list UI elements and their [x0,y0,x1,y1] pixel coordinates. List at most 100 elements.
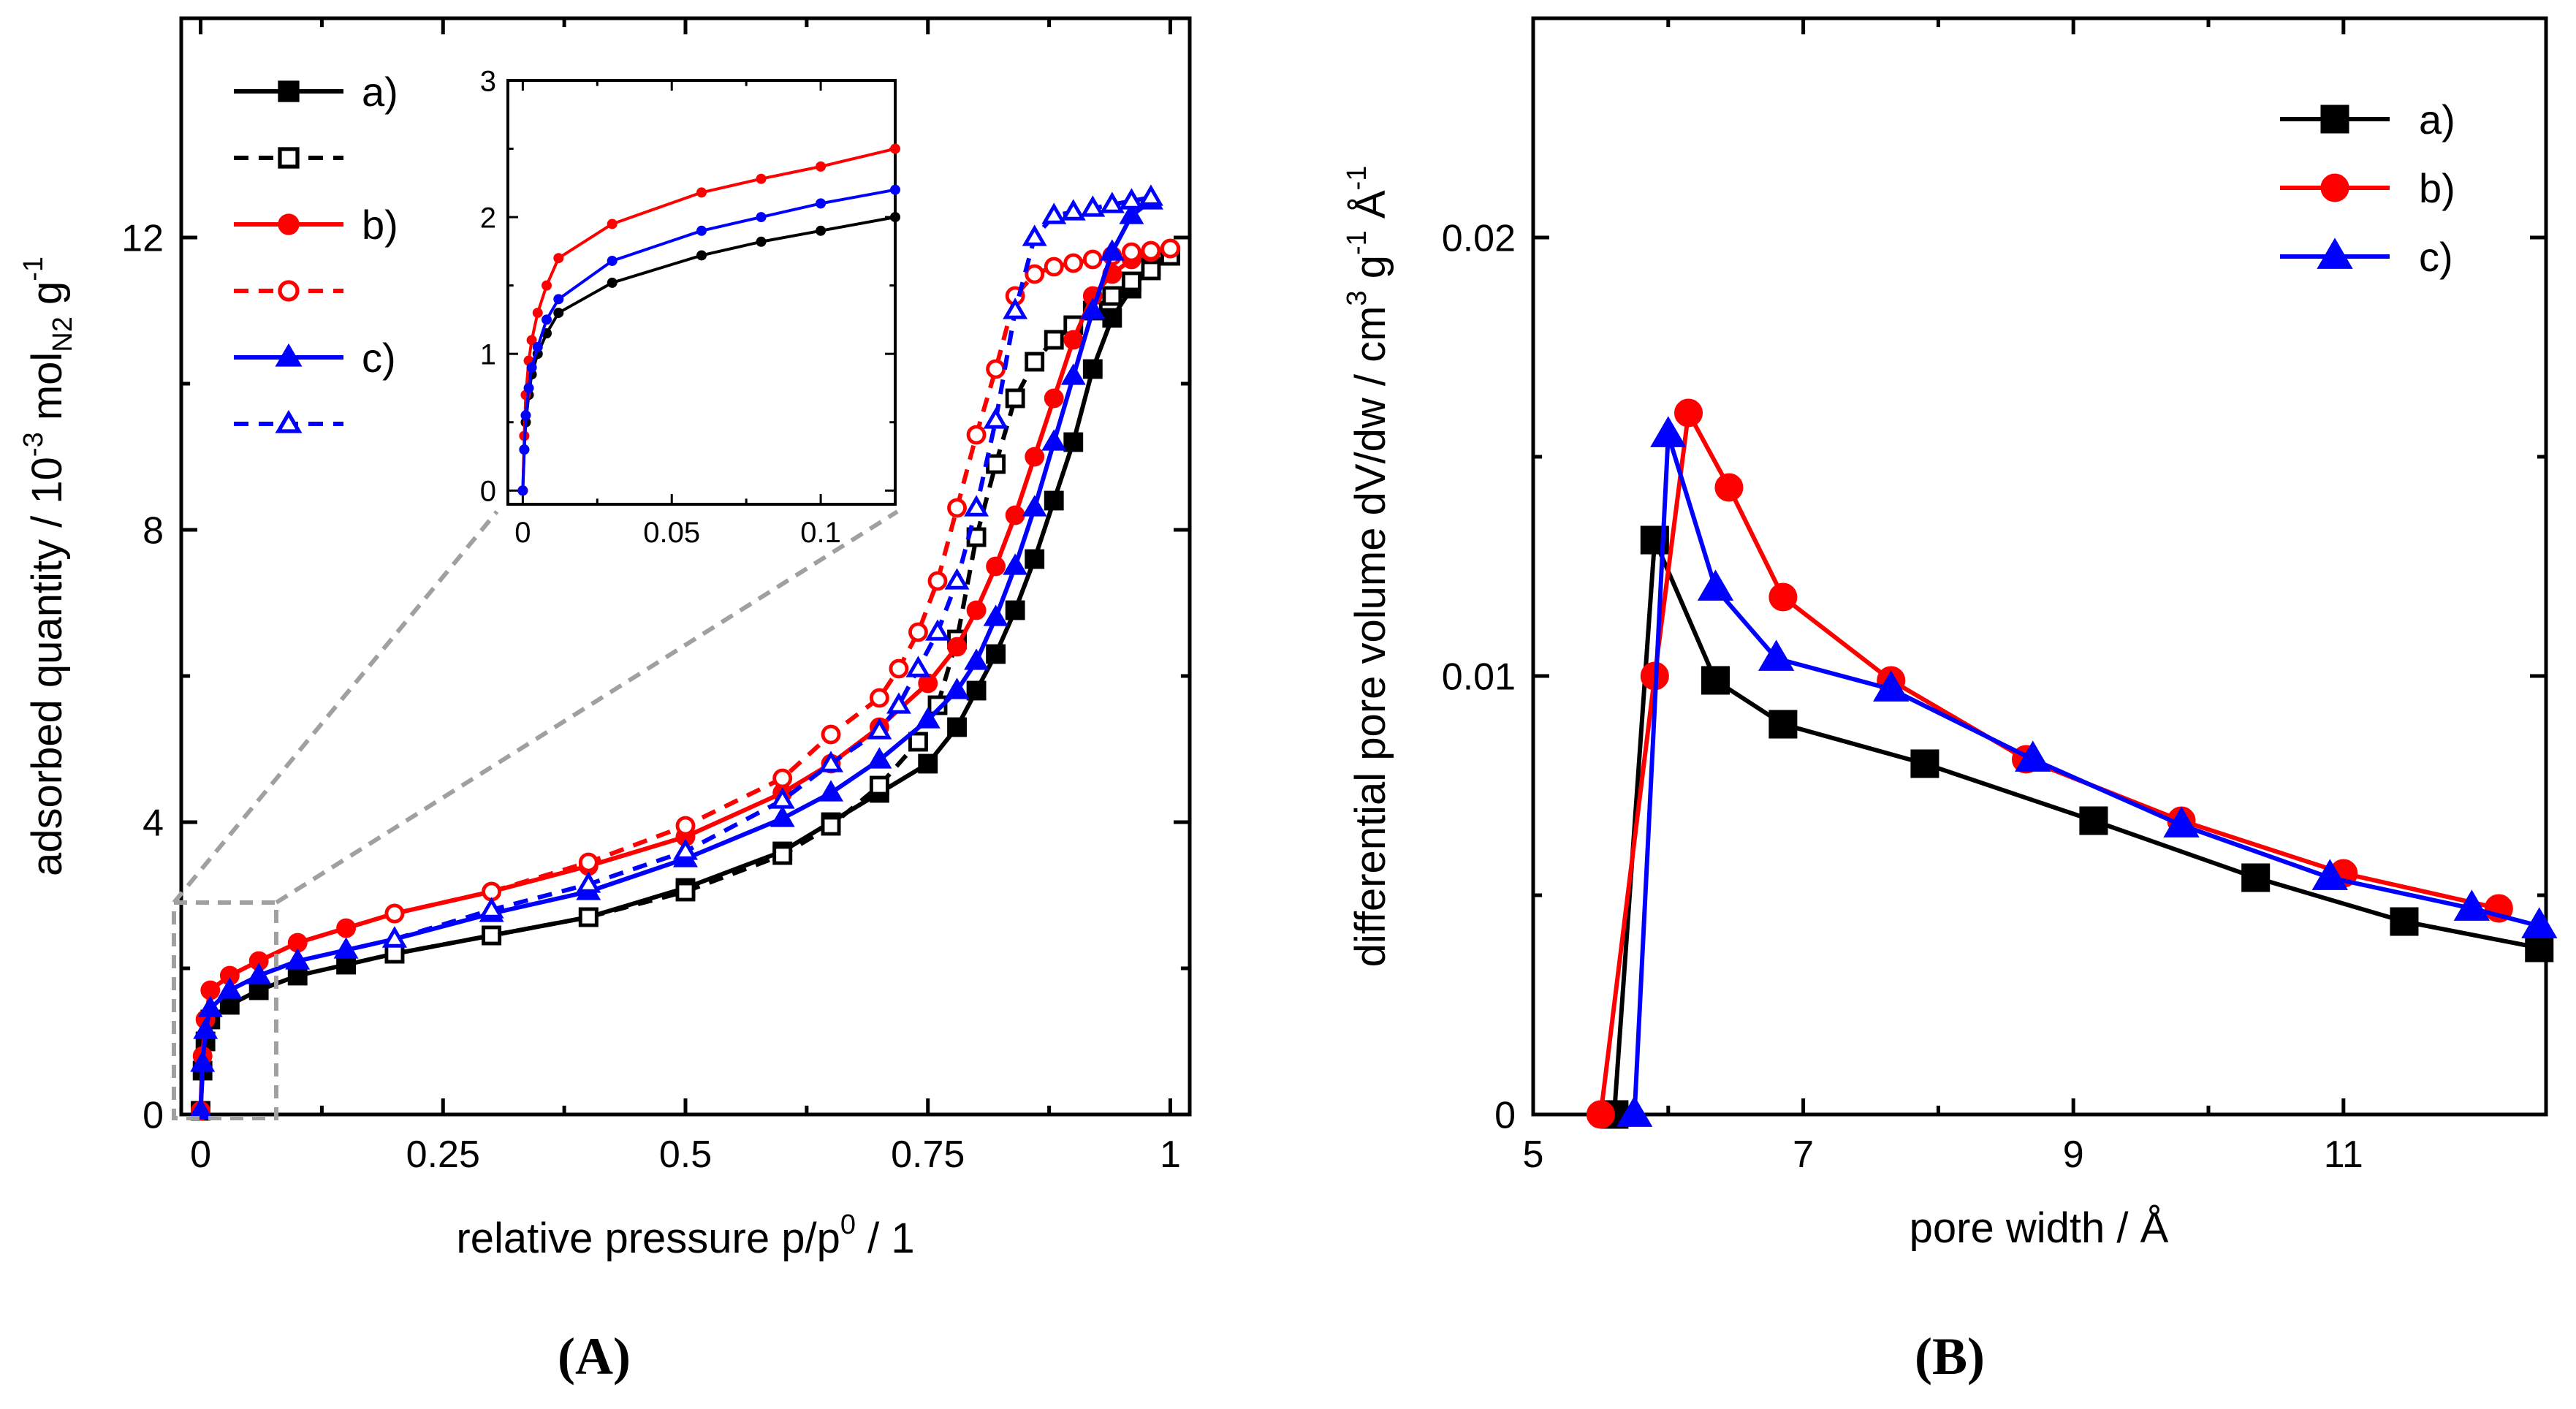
data-point [607,219,618,229]
data-point [966,600,987,620]
series-line [1632,433,2540,1115]
data-point [1119,188,1144,210]
y-tick-label: 0 [143,1095,164,1137]
data-point [526,335,537,346]
data-point [1082,359,1103,379]
panel-b-ylabel-part-1: 3 [1342,290,1372,305]
data-point [333,937,359,959]
y-tick-label: 0.01 [1442,656,1516,699]
data-point [770,805,795,827]
data-point [336,954,356,975]
data-point [944,677,970,699]
x-tick-label: 0.05 [643,517,700,549]
data-point [818,780,844,802]
legend-entry: c) [234,335,396,381]
data-point [553,253,564,264]
data-point [821,816,841,836]
legend-marker [278,280,300,302]
data-point [905,656,931,677]
panel-b-legend: a) b) c) [2280,96,2455,280]
y-tick-label: 0 [1494,1095,1516,1137]
data-point [1005,505,1025,525]
data-point [1138,184,1163,206]
data-point [1044,330,1064,350]
data-point [1758,639,1795,671]
data-point [772,845,793,865]
data-point [607,255,618,266]
series-1 [517,143,900,496]
y-tick-label: 1 [480,339,496,371]
legend-marker [275,409,303,433]
data-point [1697,569,1734,601]
panel-a-zoom-box [172,900,278,1120]
panel-b: 5 7 9 11 0 0.01 0.02 a) b) c) pore width / Å dif… [1342,16,2558,1386]
x-tick-label: 0 [190,1133,211,1176]
series-2 [517,184,900,496]
panel-a-ylabel-part-3: N2 [48,316,78,352]
panel-b-y-axis-label: differential pore volume dV/dw / cm3 g-1… [1342,166,1394,968]
data-point [1060,199,1086,221]
inset-series [517,143,900,496]
data-point [675,816,696,836]
data-point [816,198,827,209]
data-point [986,644,1006,664]
panel-b-ylabel-part-5: -1 [1342,166,1372,191]
data-point [526,362,537,373]
panel-b-ylabel-part-4: Å [1347,190,1394,230]
data-point [869,688,889,708]
data-point [519,444,530,455]
data-point [523,382,534,393]
data-point [1768,710,1798,739]
data-point [986,454,1006,474]
panel-a-ylabel-part-1: -3 [18,432,49,457]
legend-entry: a) [2280,96,2455,143]
panel-a-xlabel-main: relative pressure p/p [456,1215,840,1262]
y-tick-label: 3 [480,65,496,97]
data-point [1003,297,1028,319]
series-line [1598,411,2499,1115]
panel-b-series [1586,398,2558,1129]
data-point [2525,933,2554,962]
data-point [1003,553,1028,575]
data-point [1044,388,1064,409]
panel-a-x-axis-label: relative pressure p/p0 / 1 [456,1209,914,1262]
data-point [1768,582,1798,612]
panel-a-y-axis-label: adsorbed quantity / 10-3 molN2 g-1 [18,257,78,876]
data-point [193,1017,219,1039]
y-tick-label: 8 [143,510,164,552]
legend-entry: c) [2280,234,2453,280]
data-point [867,718,892,740]
data-point [908,732,928,752]
data-point [1080,195,1106,217]
data-point [966,680,987,701]
inset-background [506,79,897,506]
legend-marker [275,343,303,367]
data-point [188,1098,213,1120]
panel-a-zoom-connector-left [172,510,499,904]
panel-a-legend: a) b) c) [234,69,398,433]
data-point [915,707,941,729]
data-point [816,161,827,172]
x-tick-label: 0.1 [800,517,841,549]
data-point [1674,398,1703,428]
panel-b-ylabel-part-3: -1 [1342,230,1372,255]
x-tick-label: 9 [2063,1133,2084,1176]
data-point [908,622,928,642]
series-0 [1600,525,2554,1129]
legend-label: a) [362,69,398,115]
data-point [336,918,356,938]
data-point [1041,202,1067,224]
data-point [1060,363,1086,385]
data-point [248,980,269,1000]
data-point [2311,859,2348,890]
legend-marker [278,80,300,102]
data-point [1701,666,1730,695]
data-point [890,212,900,223]
data-point [1063,432,1084,452]
y-tick-label: 0 [480,476,496,508]
data-point [1102,286,1122,306]
series-2 [1616,416,2558,1127]
data-point [479,897,504,919]
data-point [1141,240,1161,261]
data-point [986,556,1006,577]
